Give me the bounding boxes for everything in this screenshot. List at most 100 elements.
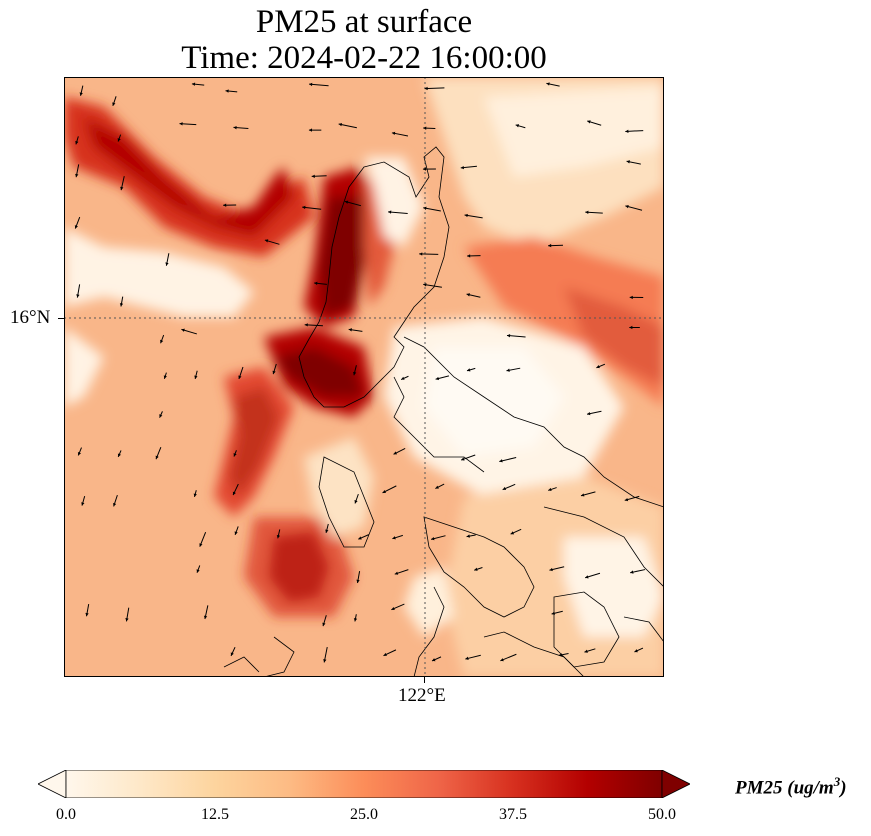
wind-arrowhead — [510, 531, 515, 535]
wind-arrowhead — [461, 457, 465, 461]
wind-arrow — [338, 123, 357, 129]
wind-arrowhead — [423, 126, 427, 130]
wind-arrowhead — [394, 571, 399, 575]
colorbar-tick-label: 37.5 — [499, 806, 527, 823]
wind-arrowhead — [309, 82, 313, 87]
map-title: PM25 at surface — [255, 4, 473, 40]
wind-arrowhead — [499, 459, 503, 463]
colorbar — [38, 770, 690, 798]
wind-arrowhead — [311, 174, 315, 178]
wind-arrowhead — [181, 328, 185, 332]
wind-arrowhead — [629, 325, 633, 330]
wind-arrowhead — [388, 210, 392, 214]
wind-arrowhead — [75, 140, 79, 145]
wind-arrowhead — [629, 295, 633, 300]
colorbar-tick-label: 25.0 — [350, 806, 378, 823]
wind-arrowhead — [551, 611, 555, 615]
wind-arrowhead — [465, 656, 469, 660]
wind-arrowhead — [191, 82, 196, 86]
wind-arrowhead — [515, 124, 520, 128]
wind-arrowhead — [203, 615, 208, 620]
wind-arrowhead — [76, 294, 80, 298]
wind-arrowhead — [474, 567, 478, 571]
wind-arrowhead — [85, 612, 89, 617]
colorbar-gradient — [65, 770, 663, 798]
colorbar-extend-min — [38, 770, 67, 798]
wind-arrowhead — [625, 205, 629, 209]
wind-arrowhead — [391, 606, 395, 611]
wind-arrowhead — [119, 303, 124, 307]
wind-arrowhead — [423, 206, 427, 210]
wind-arrowhead — [392, 536, 396, 540]
wind-arrowhead — [464, 213, 468, 218]
wind-arrowhead — [393, 451, 398, 455]
wind-arrowhead — [233, 453, 237, 457]
longitude-tick-label: 122°E — [398, 685, 446, 706]
wind-arrowhead — [314, 281, 318, 285]
lon-tick-mark — [424, 677, 425, 683]
wind-arrow — [309, 83, 329, 87]
wind-arrowhead — [120, 186, 124, 191]
wind-arrowhead — [356, 579, 360, 583]
wind-arrowhead — [585, 210, 589, 214]
wind-arrow — [424, 87, 445, 90]
lat-tick-mark — [58, 318, 64, 319]
wind-arrowhead — [432, 658, 436, 662]
wind-arrowhead — [506, 334, 511, 338]
wind-arrowhead — [431, 536, 435, 541]
wind-arrowhead — [348, 328, 352, 332]
wind-arrowhead — [558, 653, 563, 657]
wind-arrowhead — [502, 486, 507, 491]
colorbar-tick-label: 0.0 — [56, 806, 76, 823]
wind-arrowhead — [304, 323, 308, 327]
wind-arrowhead — [163, 375, 167, 379]
pm25-concentration-field — [64, 77, 664, 677]
wind-arrowhead — [391, 131, 396, 136]
wind-arrowhead — [358, 536, 362, 540]
wind-arrowhead — [79, 92, 83, 96]
wind-arrow — [506, 334, 526, 338]
map-time-subtitle: Time: 2024-02-22 16:00:00 — [181, 40, 547, 76]
wind-arrowhead — [548, 243, 552, 248]
wind-arrowhead — [232, 491, 236, 496]
wind-arrow — [388, 211, 408, 214]
wind-arrowhead — [580, 493, 585, 497]
wind-arrowhead — [585, 575, 589, 579]
wind-arrowhead — [634, 649, 638, 653]
wind-arrowhead — [466, 293, 470, 297]
pm25-map — [64, 77, 664, 677]
wind-arrowhead — [322, 622, 326, 627]
colorbar-label: PM25 (ug/m3) — [735, 774, 847, 799]
wind-arrowhead — [323, 659, 327, 663]
wind-arrowhead — [238, 375, 242, 379]
wind-arrowhead — [165, 262, 169, 266]
wind-vectors — [74, 82, 646, 663]
wind-arrowhead — [424, 86, 428, 91]
wind-arrowhead — [344, 200, 349, 204]
wind-arrowhead — [199, 543, 203, 547]
wind-arrowhead — [419, 252, 423, 256]
wind-arrowhead — [194, 375, 198, 379]
wind-arrowhead — [234, 531, 238, 535]
wind-arrowhead — [276, 534, 281, 539]
wind-arrowhead — [383, 652, 387, 656]
wind-arrowhead — [272, 370, 276, 375]
wind-arrowhead — [302, 205, 306, 210]
wind-arrowhead — [325, 529, 329, 533]
colorbar-tick-label: 50.0 — [648, 806, 676, 823]
wind-arrowhead — [596, 365, 600, 369]
wind-arrowhead — [423, 283, 427, 287]
wind-arrowhead — [112, 502, 117, 507]
wind-arrowhead — [500, 658, 504, 662]
wind-arrowhead — [264, 239, 269, 243]
wind-arrowhead — [155, 455, 159, 460]
wind-arrowhead — [74, 225, 78, 229]
wind-arrowhead — [75, 173, 79, 178]
wind-arrow — [302, 206, 322, 210]
wind-arrowhead — [630, 570, 634, 574]
wind-arrowhead — [233, 125, 237, 130]
wind-arrowhead — [160, 339, 164, 344]
wind-arrowhead — [546, 82, 550, 86]
wind-arrowhead — [466, 368, 471, 372]
wind-arrowhead — [81, 502, 85, 506]
